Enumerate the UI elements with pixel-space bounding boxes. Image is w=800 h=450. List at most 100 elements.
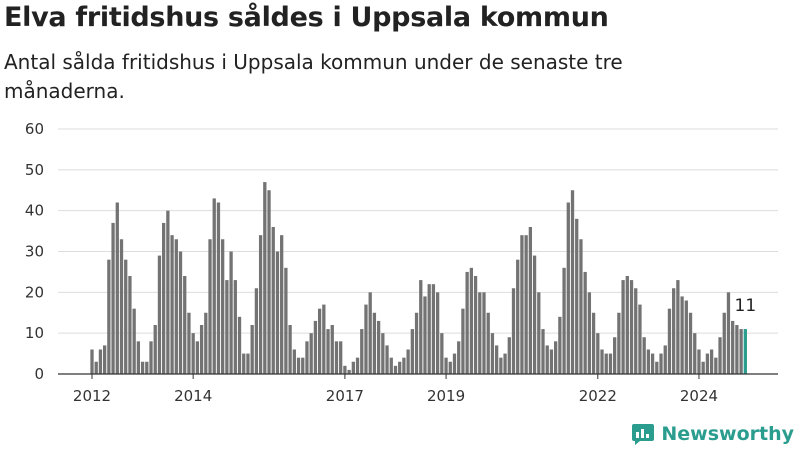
bar (579, 239, 583, 374)
bar (587, 292, 592, 374)
bar (250, 325, 254, 374)
bar (444, 357, 448, 374)
bar (486, 312, 490, 374)
bar (199, 325, 204, 374)
bar (385, 345, 389, 374)
bar (111, 222, 115, 374)
bar (570, 190, 575, 374)
bar (343, 365, 347, 374)
bar (187, 312, 191, 374)
bar (478, 292, 482, 374)
newsworthy-logo: Newsworthy (631, 422, 794, 446)
bar (596, 333, 600, 374)
y-axis-ticks: 0 10 20 30 40 50 60 (25, 120, 44, 383)
bar (667, 308, 672, 374)
bar (473, 276, 478, 374)
bar (263, 182, 267, 374)
bar (490, 333, 495, 374)
bar (204, 312, 208, 374)
data-label-last: 11 (735, 296, 757, 316)
bar (317, 308, 322, 374)
bar (166, 210, 170, 374)
bar (393, 365, 398, 374)
bar (296, 357, 301, 374)
bar (419, 280, 423, 374)
bar (499, 357, 503, 374)
bar (221, 239, 225, 374)
bar (351, 361, 355, 374)
bar (516, 259, 520, 374)
chart-subtitle: Antal sålda fritidshus i Uppsala kommun … (4, 50, 623, 103)
bar (339, 341, 343, 374)
bar (372, 312, 377, 374)
bar (225, 280, 229, 374)
bar (600, 349, 604, 374)
bar (676, 280, 680, 374)
bar (591, 312, 596, 374)
bar (212, 198, 216, 374)
bars (90, 182, 747, 374)
bar (558, 316, 562, 374)
bar (448, 361, 452, 374)
bar (562, 267, 566, 374)
bar (267, 190, 271, 374)
bar (520, 235, 524, 374)
bar (153, 325, 157, 374)
bar (457, 341, 461, 374)
data-labels: 11 (735, 296, 757, 316)
bar (275, 251, 280, 374)
bar (549, 349, 554, 374)
bar (693, 333, 697, 374)
bar (254, 288, 259, 374)
x-tick-label-2019: 2019 (427, 387, 465, 405)
bar (731, 320, 735, 374)
y-tick-label-0: 0 (34, 365, 44, 383)
bar (191, 333, 195, 374)
bar (625, 276, 629, 374)
bar (376, 320, 381, 374)
bar (242, 353, 246, 374)
bar (410, 329, 414, 374)
bar (469, 267, 473, 374)
bar (229, 251, 233, 374)
bar (608, 353, 613, 374)
bar (503, 353, 507, 374)
y-tick-label-50: 50 (25, 161, 44, 179)
bar (115, 202, 119, 374)
bar (140, 361, 145, 374)
bar (435, 292, 440, 374)
bar (103, 345, 107, 374)
bar (440, 333, 444, 374)
bar (452, 353, 457, 374)
bar (566, 202, 570, 374)
bar (511, 288, 516, 374)
bar (334, 341, 339, 374)
bar (284, 267, 288, 374)
bar (714, 357, 718, 374)
y-tick-label-60: 60 (25, 120, 44, 138)
bar (313, 320, 318, 374)
bar (292, 349, 296, 374)
bar (128, 276, 132, 374)
bar (427, 284, 431, 374)
chart-title: Elva fritidshus såldes i Uppsala kommun (4, 2, 609, 33)
bar (655, 361, 659, 374)
bar (705, 353, 710, 374)
y-tick-label-10: 10 (25, 324, 44, 342)
bar (330, 325, 334, 374)
bar (364, 304, 368, 374)
x-tick-label-2014: 2014 (174, 387, 212, 405)
bar (406, 349, 410, 374)
bar (136, 341, 141, 374)
bar (718, 337, 722, 374)
bar (98, 349, 103, 374)
bar (726, 292, 731, 374)
bar (495, 345, 499, 374)
bar (604, 353, 608, 374)
bar (322, 304, 326, 374)
bar (119, 239, 124, 374)
bar (575, 218, 579, 374)
bar (145, 361, 149, 374)
bar (183, 276, 187, 374)
